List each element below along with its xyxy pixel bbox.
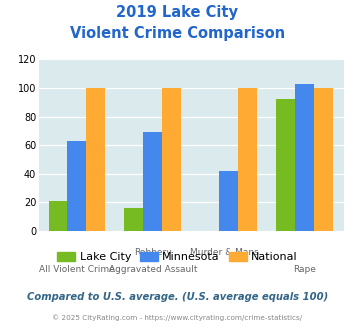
Text: Rape: Rape — [293, 265, 316, 274]
Bar — [314, 88, 333, 231]
Bar — [67, 141, 87, 231]
Text: Violent Crime Comparison: Violent Crime Comparison — [70, 26, 285, 41]
Bar — [49, 201, 67, 231]
Bar — [238, 88, 257, 231]
Bar — [124, 208, 143, 231]
Text: 2019 Lake City: 2019 Lake City — [116, 5, 239, 20]
Bar — [87, 88, 105, 231]
Text: © 2025 CityRating.com - https://www.cityrating.com/crime-statistics/: © 2025 CityRating.com - https://www.city… — [53, 314, 302, 321]
Bar — [276, 99, 295, 231]
Text: All Violent Crime: All Violent Crime — [39, 265, 115, 274]
Text: Robbery: Robbery — [134, 248, 171, 257]
Bar — [143, 132, 162, 231]
Text: Murder & Mans...: Murder & Mans... — [190, 248, 267, 257]
Text: Aggravated Assault: Aggravated Assault — [109, 265, 197, 274]
Bar — [219, 171, 238, 231]
Legend: Lake City, Minnesota, National: Lake City, Minnesota, National — [53, 248, 302, 267]
Bar — [162, 88, 181, 231]
Bar — [295, 84, 314, 231]
Text: Compared to U.S. average. (U.S. average equals 100): Compared to U.S. average. (U.S. average … — [27, 292, 328, 302]
